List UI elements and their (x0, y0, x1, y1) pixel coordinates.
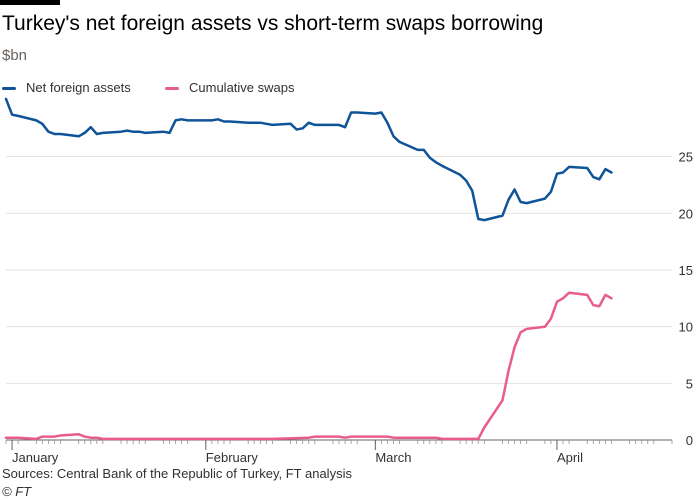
x-tick-label: January (12, 450, 59, 465)
x-tick-label: April (557, 450, 583, 465)
legend-swatch-net-foreign-assets (2, 87, 16, 90)
x-tick-label: February (206, 450, 259, 465)
legend-label-net-foreign-assets: Net foreign assets (26, 80, 131, 95)
y-tick-label: 0 (686, 433, 693, 448)
y-tick-label: 20 (679, 206, 693, 221)
series-line-net-foreign-assets (4, 97, 613, 222)
legend-label-cumulative-swaps: Cumulative swaps (189, 80, 295, 95)
y-tick-label: 5 (686, 376, 693, 391)
chart-unit: $bn (2, 47, 28, 64)
credit: © FT (2, 484, 32, 499)
y-tick-label: 10 (679, 320, 693, 335)
chart-title: Turkey's net foreign assets vs short-ter… (2, 12, 544, 35)
y-tick-label: 25 (679, 150, 693, 165)
source-note: Sources: Central Bank of the Republic of… (2, 466, 352, 481)
series-line-cumulative-swaps (4, 291, 613, 441)
y-tick-label: 15 (679, 263, 693, 278)
legend-swatch-cumulative-swaps (165, 87, 179, 90)
brand-bar (0, 0, 60, 5)
x-tick-label: March (375, 450, 411, 465)
